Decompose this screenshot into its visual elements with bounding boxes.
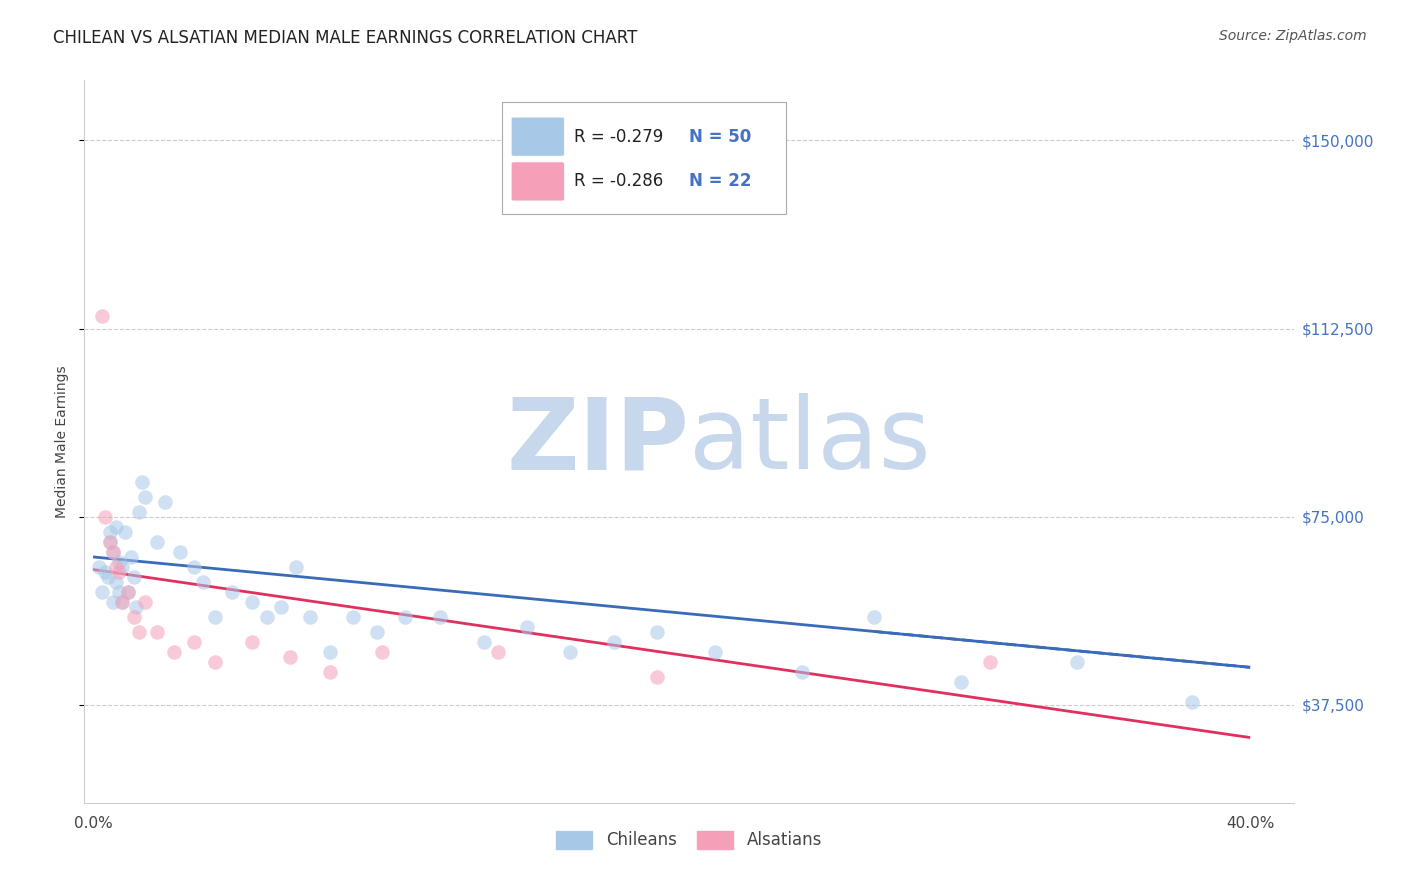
Point — [111, 595, 134, 609]
Point — [278, 650, 301, 665]
Point — [120, 549, 142, 564]
Point — [319, 665, 342, 680]
Text: CHILEAN VS ALSATIAN MEDIAN MALE EARNINGS CORRELATION CHART: CHILEAN VS ALSATIAN MEDIAN MALE EARNINGS… — [53, 29, 638, 46]
Point — [145, 534, 167, 549]
Point — [240, 635, 263, 649]
FancyBboxPatch shape — [502, 102, 786, 214]
Point — [221, 585, 243, 599]
FancyBboxPatch shape — [512, 162, 564, 201]
Point — [108, 585, 131, 599]
Point — [169, 545, 191, 559]
Point — [1066, 655, 1088, 669]
Point — [134, 490, 156, 504]
Text: atlas: atlas — [689, 393, 931, 490]
Point — [96, 570, 118, 584]
Text: R = -0.279: R = -0.279 — [574, 128, 664, 145]
Point — [105, 574, 128, 589]
Point — [103, 545, 125, 559]
Point — [93, 565, 115, 579]
Point — [204, 610, 226, 624]
Point — [100, 534, 122, 549]
Point — [128, 625, 150, 640]
Point — [645, 625, 668, 640]
Point — [105, 560, 128, 574]
Point — [645, 670, 668, 684]
Point — [105, 520, 128, 534]
Point — [183, 635, 205, 649]
Point — [949, 675, 972, 690]
Point — [472, 635, 495, 649]
Point — [117, 585, 139, 599]
Point — [366, 625, 388, 640]
Point — [108, 555, 131, 569]
Point — [298, 610, 321, 624]
Point — [1181, 696, 1204, 710]
Point — [93, 509, 115, 524]
Point — [90, 309, 112, 323]
Point — [371, 645, 394, 659]
FancyBboxPatch shape — [512, 117, 564, 156]
Point — [103, 545, 125, 559]
Point — [100, 534, 122, 549]
Point — [204, 655, 226, 669]
Point — [342, 610, 364, 624]
Point — [122, 610, 145, 624]
Point — [108, 565, 131, 579]
Point — [117, 585, 139, 599]
Point — [111, 560, 134, 574]
Point — [145, 625, 167, 640]
Point — [284, 560, 307, 574]
Point — [979, 655, 1001, 669]
Point — [163, 645, 186, 659]
Text: N = 50: N = 50 — [689, 128, 751, 145]
Point — [87, 560, 110, 574]
Point — [114, 524, 136, 539]
Point — [704, 645, 727, 659]
Point — [90, 585, 112, 599]
Point — [111, 595, 134, 609]
Point — [125, 600, 148, 615]
Point — [128, 505, 150, 519]
Point — [240, 595, 263, 609]
Point — [863, 610, 886, 624]
Text: R = -0.286: R = -0.286 — [574, 172, 664, 190]
Point — [429, 610, 451, 624]
Point — [560, 645, 582, 659]
Point — [100, 524, 122, 539]
Point — [486, 645, 509, 659]
Point — [319, 645, 342, 659]
Point — [131, 475, 153, 489]
Point — [790, 665, 813, 680]
Point — [270, 600, 292, 615]
Point — [191, 574, 214, 589]
Point — [155, 494, 177, 508]
Text: N = 22: N = 22 — [689, 172, 751, 190]
Legend: Chileans, Alsatians: Chileans, Alsatians — [550, 824, 828, 856]
Point — [122, 570, 145, 584]
Text: ZIP: ZIP — [506, 393, 689, 490]
Point — [103, 595, 125, 609]
Point — [134, 595, 156, 609]
Point — [256, 610, 278, 624]
Y-axis label: Median Male Earnings: Median Male Earnings — [55, 365, 69, 518]
Point — [394, 610, 416, 624]
Point — [603, 635, 626, 649]
Point — [183, 560, 205, 574]
Text: Source: ZipAtlas.com: Source: ZipAtlas.com — [1219, 29, 1367, 43]
Point — [516, 620, 538, 634]
